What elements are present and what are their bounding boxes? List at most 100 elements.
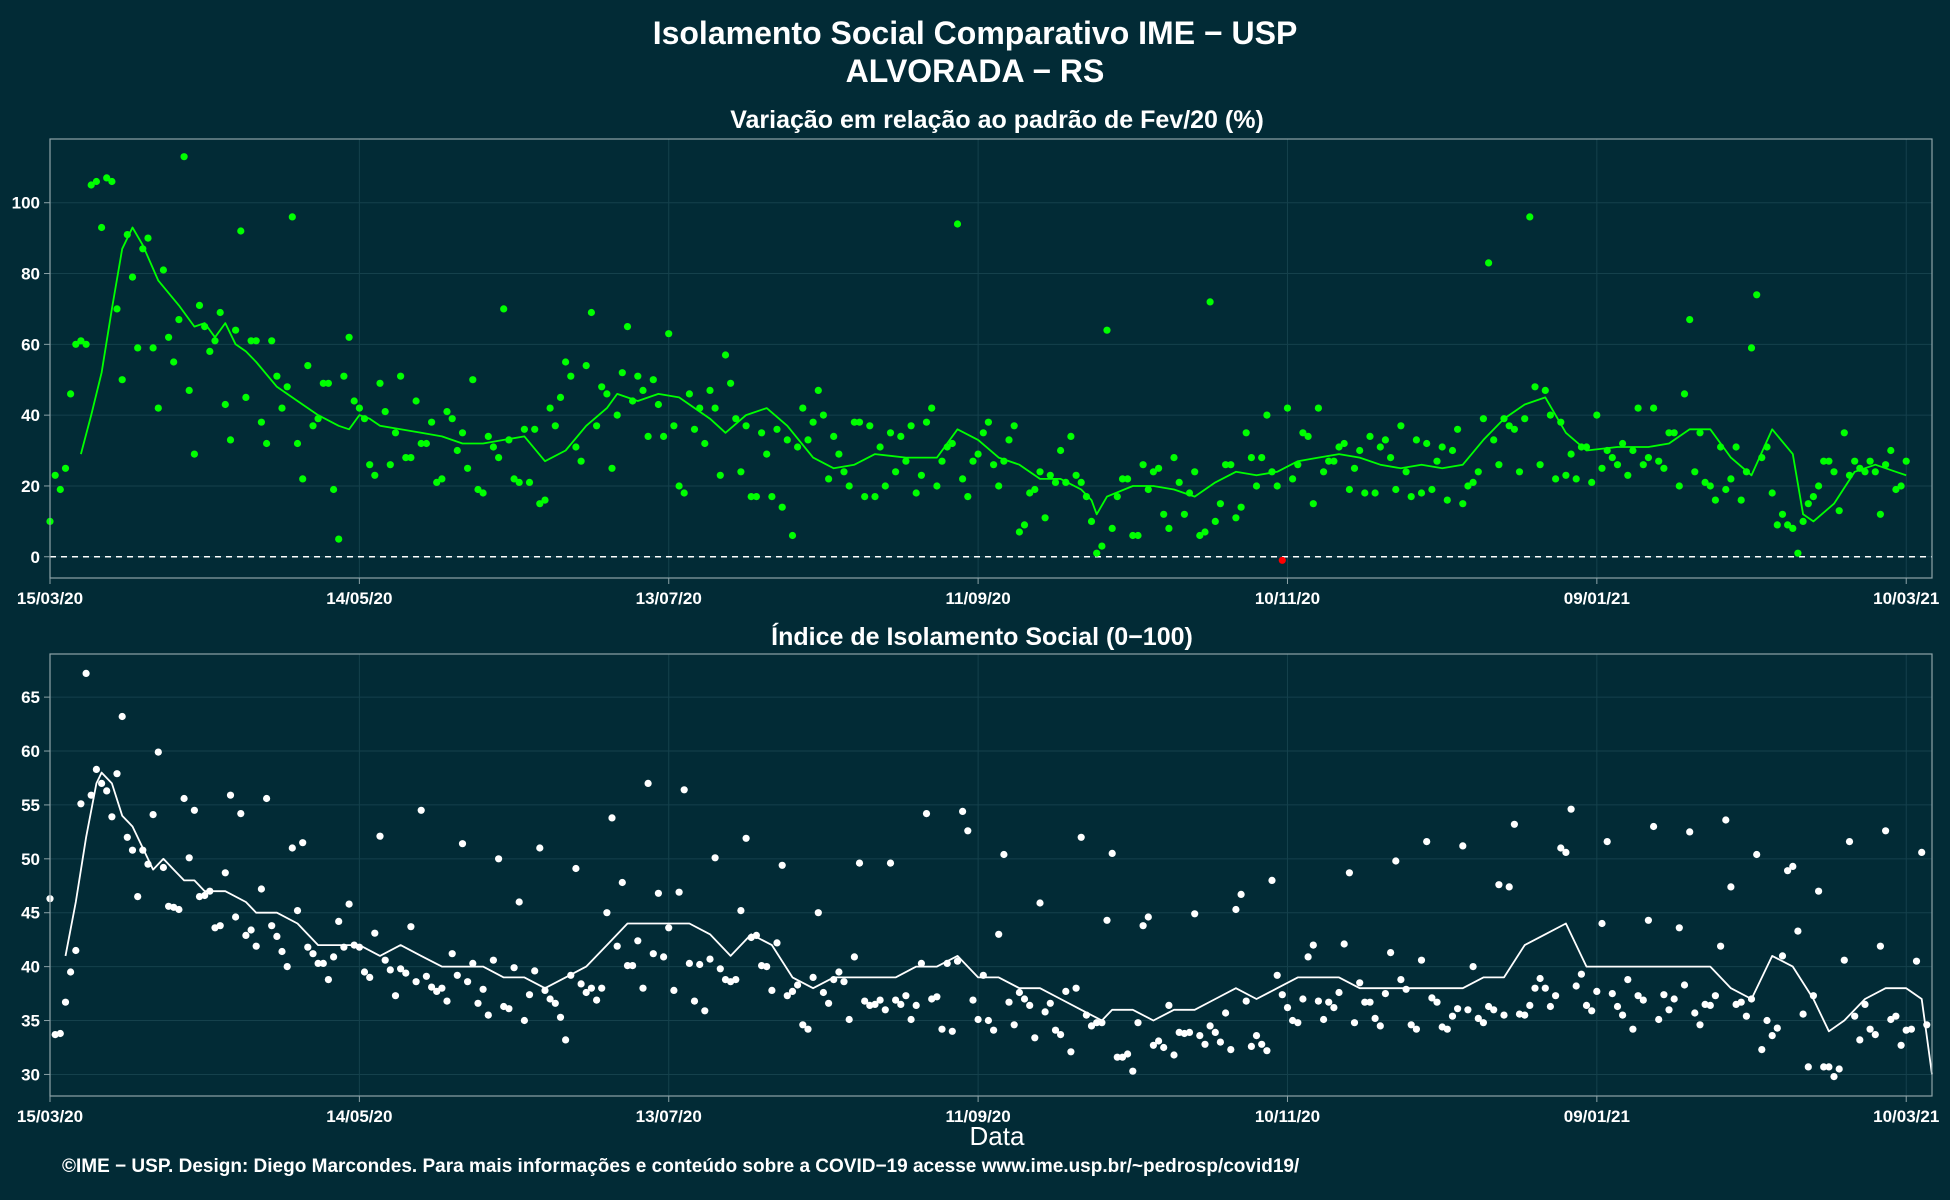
data-point bbox=[1237, 890, 1245, 899]
data-point bbox=[850, 953, 859, 961]
data-point bbox=[252, 942, 260, 950]
data-point bbox=[902, 457, 910, 465]
data-point bbox=[984, 418, 993, 426]
data-point bbox=[1000, 850, 1008, 859]
data-point bbox=[412, 978, 420, 986]
data-point bbox=[201, 891, 209, 900]
data-point bbox=[1861, 468, 1869, 476]
data-point bbox=[371, 471, 379, 479]
data-point bbox=[995, 482, 1003, 490]
data-point bbox=[82, 669, 90, 678]
data-point bbox=[1232, 905, 1240, 914]
data-point bbox=[1845, 471, 1854, 479]
data-point bbox=[799, 1021, 807, 1029]
data-point bbox=[67, 968, 75, 976]
data-point bbox=[665, 330, 673, 338]
data-point bbox=[1191, 910, 1199, 918]
data-point bbox=[386, 461, 394, 469]
data-point bbox=[340, 943, 348, 951]
data-point bbox=[1500, 415, 1508, 423]
panel-title-index: Índice de Isolamento Social (0−100) bbox=[771, 622, 1193, 651]
data-point bbox=[902, 992, 910, 1000]
data-point bbox=[1784, 521, 1792, 529]
data-point bbox=[299, 475, 307, 483]
data-point bbox=[1134, 1019, 1142, 1027]
data-point bbox=[1557, 418, 1565, 426]
data-point bbox=[1778, 952, 1787, 960]
data-point bbox=[335, 535, 343, 543]
data-point bbox=[1722, 485, 1730, 494]
data-point bbox=[1010, 422, 1018, 430]
data-point bbox=[763, 963, 771, 971]
data-point bbox=[1531, 984, 1539, 992]
x-tick-label: 14/05/20 bbox=[326, 589, 392, 608]
data-point bbox=[799, 404, 807, 412]
data-point bbox=[938, 457, 946, 465]
data-point bbox=[1815, 482, 1823, 490]
data-point bbox=[1629, 446, 1637, 455]
data-point bbox=[1815, 887, 1823, 895]
data-point bbox=[304, 943, 312, 951]
data-point bbox=[1459, 500, 1467, 508]
data-point bbox=[443, 408, 451, 416]
data-point bbox=[969, 457, 977, 465]
data-point bbox=[1299, 429, 1307, 437]
moving-average-line bbox=[80, 226, 1907, 523]
data-point bbox=[1350, 1019, 1359, 1027]
data-point bbox=[1082, 493, 1090, 501]
data-point bbox=[990, 461, 998, 469]
data-point bbox=[737, 468, 745, 476]
data-point bbox=[1201, 1040, 1209, 1048]
data-point bbox=[1185, 1028, 1194, 1036]
data-point bbox=[1108, 849, 1116, 858]
data-point bbox=[1206, 1022, 1214, 1030]
data-point bbox=[1381, 436, 1389, 444]
data-point bbox=[551, 999, 559, 1007]
data-point bbox=[556, 1013, 565, 1021]
data-point bbox=[763, 450, 771, 458]
data-point bbox=[1082, 1011, 1090, 1019]
data-point bbox=[1758, 454, 1766, 462]
data-point bbox=[933, 482, 941, 490]
data-point bbox=[1247, 1042, 1255, 1050]
data-point bbox=[1118, 475, 1127, 483]
data-point bbox=[1428, 994, 1436, 1002]
data-point bbox=[1026, 1001, 1034, 1010]
data-point bbox=[1603, 446, 1611, 455]
data-point bbox=[917, 959, 926, 968]
data-point bbox=[737, 907, 745, 915]
data-point bbox=[603, 390, 611, 398]
data-point bbox=[263, 439, 271, 448]
data-point bbox=[77, 800, 85, 808]
data-point bbox=[701, 1007, 709, 1015]
data-point bbox=[479, 985, 487, 993]
data-point bbox=[665, 924, 673, 932]
data-point bbox=[1882, 461, 1890, 469]
data-point bbox=[696, 404, 704, 412]
data-point bbox=[1175, 478, 1183, 486]
y-tick-label: 100 bbox=[12, 194, 40, 213]
data-point bbox=[154, 748, 162, 756]
data-point bbox=[1619, 439, 1627, 448]
data-point bbox=[1598, 464, 1606, 472]
data-points bbox=[46, 153, 1910, 564]
data-point bbox=[56, 485, 64, 494]
data-point bbox=[1242, 997, 1250, 1005]
data-point bbox=[732, 415, 740, 423]
data-point bbox=[515, 898, 523, 906]
data-point bbox=[814, 386, 822, 394]
data-point bbox=[696, 960, 704, 969]
data-point bbox=[706, 955, 714, 963]
data-point bbox=[149, 811, 157, 819]
data-point bbox=[257, 418, 265, 426]
data-point bbox=[1474, 468, 1482, 476]
data-point bbox=[1258, 454, 1266, 462]
data-point bbox=[1680, 390, 1689, 398]
data-point bbox=[1660, 991, 1668, 999]
data-point bbox=[489, 443, 497, 451]
data-point bbox=[1108, 524, 1116, 533]
data-point bbox=[1294, 461, 1302, 469]
data-point bbox=[159, 266, 167, 274]
data-point bbox=[1835, 1065, 1843, 1073]
